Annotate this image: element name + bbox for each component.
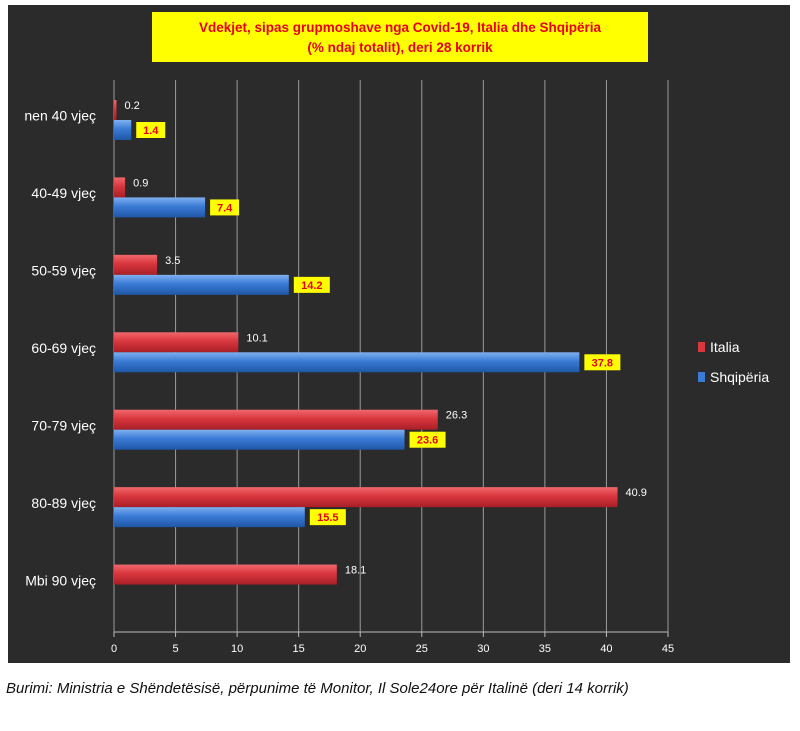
- data-label-shqiperia: 14.2: [301, 280, 322, 292]
- chart: 0 5 10 15 20 25 30 35 40 45 0.2 1.4 0.9 7.4 3.5 14.2 10…: [8, 5, 790, 663]
- bar-italia: [114, 332, 239, 353]
- data-label-box-shqiperia: [136, 122, 166, 138]
- x-tick-label: 35: [539, 643, 551, 655]
- data-label-box-shqiperia: [293, 276, 330, 293]
- data-label-shqiperia: 1.4: [143, 125, 159, 137]
- bar-shqiperia: [114, 120, 132, 140]
- data-label-box-shqiperia: [409, 431, 446, 448]
- x-tick-label: 25: [416, 643, 428, 655]
- data-label-italia: 0.2: [124, 100, 139, 112]
- source-caption: Burimi: Ministria e Shëndetësisë, përpun…: [6, 680, 629, 697]
- bar-shqiperia: [114, 274, 289, 295]
- category-label: 40-49 vjeç: [31, 185, 96, 201]
- bar-italia: [114, 254, 158, 275]
- x-axis: 0 5 10 15 20 25 30 35 40 45: [111, 631, 674, 655]
- legend-swatch-shqiperia: [698, 372, 705, 382]
- legend: Italia Shqipëria: [698, 339, 769, 385]
- data-label-italia: 0.9: [133, 177, 148, 189]
- legend-label-shqiperia: Shqipëria: [710, 369, 769, 385]
- x-tick-label: 5: [172, 643, 178, 655]
- category-label: 60-69 vjeç: [31, 340, 96, 356]
- bar-italia: [114, 177, 126, 198]
- data-label-italia: 40.9: [626, 487, 647, 499]
- x-tick-label: 15: [293, 643, 305, 655]
- data-label-italia: 10.1: [246, 332, 267, 344]
- category-labels: nen 40 vjeç 40-49 vjeç 50-59 vjeç 60-69 vje…: [24, 108, 96, 589]
- data-label-box-shqiperia: [584, 354, 621, 371]
- data-label-italia: 26.3: [446, 410, 467, 422]
- title-box: [152, 12, 648, 62]
- chart-title: Vdekjet, sipas grupmoshave nga Covid-19,…: [199, 20, 602, 35]
- category-label: 70-79 vjeç: [31, 417, 96, 433]
- data-labels: 0.2 1.4 0.9 7.4 3.5 14.2 10.1 37.8 26.3 23.6 40.9 1…: [124, 100, 646, 577]
- legend-label-italia: Italia: [710, 339, 740, 355]
- category-label: 50-59 vjeç: [31, 263, 96, 279]
- data-label-box-shqiperia: [309, 509, 346, 526]
- category-label: Mbi 90 vjeç: [25, 572, 96, 588]
- bar-italia: [114, 409, 438, 430]
- data-label-box-shqiperia: [210, 199, 240, 216]
- bar-italia: [114, 487, 618, 508]
- data-label-shqiperia: 23.6: [417, 435, 438, 447]
- x-tick-label: 20: [354, 643, 366, 655]
- bar-shqiperia: [114, 197, 206, 218]
- bar-shqiperia: [114, 429, 405, 450]
- category-label: 80-89 vjeç: [31, 495, 96, 511]
- bars: [114, 100, 618, 585]
- data-label-shqiperia: 7.4: [217, 202, 233, 214]
- data-label-shqiperia: 15.5: [317, 512, 338, 524]
- bar-shqiperia: [114, 507, 305, 528]
- x-tick-label: 45: [662, 643, 674, 655]
- data-label-italia: 3.5: [165, 255, 180, 267]
- data-label-shqiperia: 37.8: [592, 357, 613, 369]
- x-tick-label: 30: [477, 643, 489, 655]
- data-label-italia: 18.1: [345, 565, 366, 577]
- legend-swatch-italia: [698, 342, 705, 352]
- x-tick-label: 0: [111, 643, 117, 655]
- chart-subtitle: (% ndaj totalit), deri 28 korrik: [307, 40, 493, 55]
- x-tick-label: 40: [600, 643, 612, 655]
- bar-italia: [114, 564, 337, 585]
- x-tick-label: 10: [231, 643, 243, 655]
- bar-shqiperia: [114, 352, 580, 373]
- category-label: nen 40 vjeç: [24, 108, 96, 124]
- bar-italia: [114, 100, 117, 120]
